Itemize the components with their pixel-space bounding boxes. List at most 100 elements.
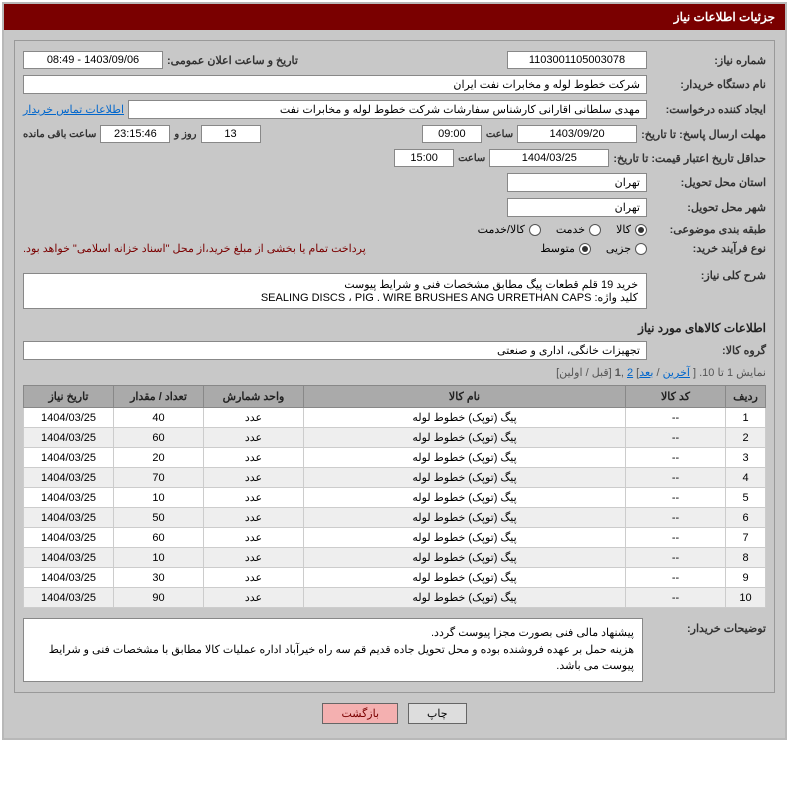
table-cell: 40 xyxy=(114,408,204,428)
table-cell: 20 xyxy=(114,448,204,468)
table-cell: 1404/03/25 xyxy=(24,448,114,468)
table-cell: 10 xyxy=(726,588,766,608)
city-label: شهر محل تحویل: xyxy=(651,201,766,214)
table-cell: 1 xyxy=(726,408,766,428)
table-cell: پیگ (توپک) خطوط لوله xyxy=(304,528,626,548)
price-valid-label: حداقل تاریخ اعتبار قیمت: تا تاریخ: xyxy=(613,152,766,165)
table-cell: پیگ (توپک) خطوط لوله xyxy=(304,488,626,508)
time-remain-field: 23:15:46 xyxy=(100,125,170,143)
anon-date-field: 1403/09/06 - 08:49 xyxy=(23,51,163,69)
table-cell: عدد xyxy=(204,468,304,488)
days-remain-field: 13 xyxy=(201,125,261,143)
radio-goods-service[interactable]: کالا/خدمت xyxy=(478,223,541,236)
table-cell: عدد xyxy=(204,428,304,448)
radio-icon xyxy=(529,224,541,236)
table-cell: عدد xyxy=(204,548,304,568)
table-cell: -- xyxy=(626,548,726,568)
deadline-send-time: 09:00 xyxy=(422,125,482,143)
city-field: تهران xyxy=(507,198,647,217)
table-cell: 10 xyxy=(114,488,204,508)
table-row: 9--پیگ (توپک) خطوط لولهعدد301404/03/25 xyxy=(24,568,766,588)
table-cell: 1404/03/25 xyxy=(24,548,114,568)
pager-last-link[interactable]: آخرین xyxy=(663,367,690,379)
table-cell: 10 xyxy=(114,548,204,568)
radio-icon xyxy=(579,243,591,255)
table-cell: عدد xyxy=(204,488,304,508)
table-cell: 1404/03/25 xyxy=(24,488,114,508)
pager-next-link[interactable]: بعد xyxy=(639,367,653,379)
radio-goods[interactable]: کالا xyxy=(616,223,647,236)
requester-label: ایجاد کننده درخواست: xyxy=(651,103,766,116)
table-cell: 50 xyxy=(114,508,204,528)
th-unit: واحد شمارش xyxy=(204,386,304,408)
row-purchase-type: نوع فرآیند خرید: جزیی متوسط پرداخت تمام … xyxy=(23,242,766,255)
table-cell: -- xyxy=(626,588,726,608)
buyer-org-field: شرکت خطوط لوله و مخابرات نفت ایران xyxy=(23,75,647,94)
overall-desc-box: خرید 19 قلم قطعات پیگ مطابق مشخصات فنی و… xyxy=(23,273,647,309)
th-need-date: تاریخ نیاز xyxy=(24,386,114,408)
row-province: استان محل تحویل: تهران xyxy=(23,173,766,192)
buyer-notes-line: هزینه حمل بر عهده فروشنده بوده و محل تحو… xyxy=(32,642,634,675)
time-remain-label: ساعت باقی مانده xyxy=(23,129,96,140)
table-cell: عدد xyxy=(204,448,304,468)
radio-service[interactable]: خدمت xyxy=(556,223,601,236)
table-cell: عدد xyxy=(204,508,304,528)
table-row: 2--پیگ (توپک) خطوط لولهعدد601404/03/25 xyxy=(24,428,766,448)
table-cell: 1404/03/25 xyxy=(24,468,114,488)
table-cell: 8 xyxy=(726,548,766,568)
table-cell: 30 xyxy=(114,568,204,588)
buyer-org-label: نام دستگاه خریدار: xyxy=(651,78,766,91)
row-overall-desc: شرح کلی نیاز: خرید 19 قلم قطعات پیگ مطاب… xyxy=(23,269,766,313)
radio-medium-label: متوسط xyxy=(540,242,575,255)
pager: نمایش 1 تا 10. [ آخرین / بعد] 2 ,1 [قبل … xyxy=(23,366,766,379)
goods-section-title: اطلاعات کالاهای مورد نیاز xyxy=(23,321,766,335)
overall-desc-label: شرح کلی نیاز: xyxy=(651,269,766,282)
buyer-contact-link[interactable]: اطلاعات تماس خریدار xyxy=(23,103,124,116)
subject-cat-radios: کالا خدمت کالا/خدمت xyxy=(478,223,647,236)
price-valid-date: 1404/03/25 xyxy=(489,149,609,167)
table-cell: پیگ (توپک) خطوط لوله xyxy=(304,468,626,488)
footer-buttons: چاپ بازگشت xyxy=(14,693,775,728)
table-cell: پیگ (توپک) خطوط لوله xyxy=(304,588,626,608)
radio-partial[interactable]: جزیی xyxy=(606,242,647,255)
table-cell: عدد xyxy=(204,408,304,428)
table-row: 4--پیگ (توپک) خطوط لولهعدد701404/03/25 xyxy=(24,468,766,488)
table-cell: پیگ (توپک) خطوط لوله xyxy=(304,428,626,448)
row-price-valid: حداقل تاریخ اعتبار قیمت: تا تاریخ: 1404/… xyxy=(23,149,766,167)
row-city: شهر محل تحویل: تهران xyxy=(23,198,766,217)
table-row: 10--پیگ (توپک) خطوط لولهعدد901404/03/25 xyxy=(24,588,766,608)
pager-prev-first: [قبل / اولین] xyxy=(556,367,615,379)
table-cell: -- xyxy=(626,568,726,588)
table-cell: 1404/03/25 xyxy=(24,568,114,588)
buyer-notes-label: توضیحات خریدار: xyxy=(651,618,766,635)
print-button[interactable]: چاپ xyxy=(408,703,467,724)
table-cell: 2 xyxy=(726,428,766,448)
table-cell: 4 xyxy=(726,468,766,488)
row-deadline-send: مهلت ارسال پاسخ: تا تاریخ: 1403/09/20 سا… xyxy=(23,125,766,143)
radio-service-label: خدمت xyxy=(556,223,585,236)
table-cell: 5 xyxy=(726,488,766,508)
th-name: نام کالا xyxy=(304,386,626,408)
subject-cat-label: طبقه بندی موضوعی: xyxy=(651,223,766,236)
table-cell: 6 xyxy=(726,508,766,528)
pager-text: نمایش 1 تا 10. [ xyxy=(690,367,766,379)
row-buyer-org: نام دستگاه خریدار: شرکت خطوط لوله و مخاب… xyxy=(23,75,766,94)
table-cell: پیگ (توپک) خطوط لوله xyxy=(304,548,626,568)
main-panel: جزئیات اطلاعات نیاز شماره نیاز: 11030011… xyxy=(2,2,787,740)
table-cell: 1404/03/25 xyxy=(24,508,114,528)
radio-goods-service-label: کالا/خدمت xyxy=(478,223,525,236)
deadline-send-label: مهلت ارسال پاسخ: تا تاریخ: xyxy=(641,128,766,141)
table-cell: -- xyxy=(626,488,726,508)
table-row: 8--پیگ (توپک) خطوط لولهعدد101404/03/25 xyxy=(24,548,766,568)
province-field: تهران xyxy=(507,173,647,192)
hour-label-1: ساعت xyxy=(486,129,513,140)
row-need-no: شماره نیاز: 1103001105003078 تاریخ و ساع… xyxy=(23,51,766,69)
radio-medium[interactable]: متوسط xyxy=(540,242,591,255)
th-code: کد کالا xyxy=(626,386,726,408)
buyer-notes-line: پیشنهاد مالی فنی بصورت مجزا پیوست گردد. xyxy=(32,625,634,642)
purchase-type-radios: جزیی متوسط xyxy=(540,242,647,255)
table-cell: عدد xyxy=(204,568,304,588)
goods-group-field: تجهیزات خانگی، اداری و صنعتی xyxy=(23,341,647,360)
back-button[interactable]: بازگشت xyxy=(322,703,398,724)
details-box: شماره نیاز: 1103001105003078 تاریخ و ساع… xyxy=(14,40,775,693)
